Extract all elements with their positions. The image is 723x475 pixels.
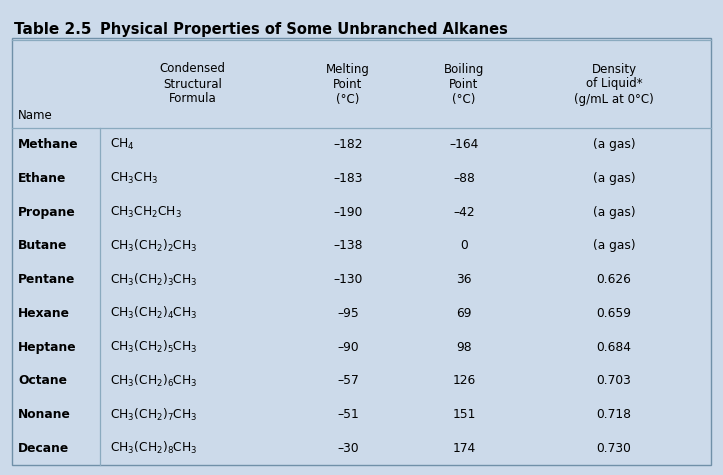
Text: (a gas): (a gas) [593,138,636,152]
Text: –164: –164 [449,138,479,152]
Text: 0.703: 0.703 [596,374,631,387]
Text: 0.730: 0.730 [596,442,631,455]
Text: 36: 36 [456,273,471,286]
Text: Heptane: Heptane [18,341,77,353]
Text: –182: –182 [333,138,363,152]
Text: CH$_3$(CH$_2$)$_2$CH$_3$: CH$_3$(CH$_2$)$_2$CH$_3$ [110,238,197,254]
Text: 174: 174 [453,442,476,455]
Text: Decane: Decane [18,442,69,455]
Text: CH$_3$(CH$_2$)$_5$CH$_3$: CH$_3$(CH$_2$)$_5$CH$_3$ [110,339,197,355]
Text: 0: 0 [460,239,468,252]
Text: Octane: Octane [18,374,67,387]
Text: 98: 98 [456,341,472,353]
Text: CH$_3$(CH$_2$)$_4$CH$_3$: CH$_3$(CH$_2$)$_4$CH$_3$ [110,305,197,322]
Text: 126: 126 [453,374,476,387]
Text: –88: –88 [453,172,475,185]
Text: Physical Properties of Some Unbranched Alkanes: Physical Properties of Some Unbranched A… [100,22,508,37]
Text: Density
of Liquid*
(g/mL at 0°C): Density of Liquid* (g/mL at 0°C) [574,63,654,105]
Text: CH$_3$(CH$_2$)$_7$CH$_3$: CH$_3$(CH$_2$)$_7$CH$_3$ [110,407,197,422]
Text: –57: –57 [337,374,359,387]
Text: –90: –90 [337,341,359,353]
Text: Name: Name [18,109,53,122]
Bar [12,38,711,465]
Text: Nonane: Nonane [18,408,71,421]
Text: Propane: Propane [18,206,76,219]
Text: CH$_3$(CH$_2$)$_3$CH$_3$: CH$_3$(CH$_2$)$_3$CH$_3$ [110,272,197,288]
Text: CH$_3$(CH$_2$)$_8$CH$_3$: CH$_3$(CH$_2$)$_8$CH$_3$ [110,440,197,456]
Text: Butane: Butane [18,239,67,252]
Text: –190: –190 [333,206,363,219]
Text: Condensed
Structural
Formula: Condensed Structural Formula [160,63,226,105]
Text: Pentane: Pentane [18,273,75,286]
Text: –138: –138 [333,239,363,252]
Text: Ethane: Ethane [18,172,67,185]
Text: 0.626: 0.626 [596,273,631,286]
Text: Table 2.5: Table 2.5 [14,22,92,37]
Text: –51: –51 [337,408,359,421]
Text: 69: 69 [456,307,471,320]
Text: 0.684: 0.684 [596,341,631,353]
Text: (a gas): (a gas) [593,172,636,185]
Text: –30: –30 [337,442,359,455]
Text: –183: –183 [333,172,363,185]
Text: 151: 151 [453,408,476,421]
Text: 0.659: 0.659 [596,307,631,320]
Text: Hexane: Hexane [18,307,70,320]
Text: CH$_3$CH$_2$CH$_3$: CH$_3$CH$_2$CH$_3$ [110,205,182,220]
Text: Boiling
Point
(°C): Boiling Point (°C) [444,63,484,105]
Text: –95: –95 [337,307,359,320]
Text: –42: –42 [453,206,475,219]
Text: Methane: Methane [18,138,79,152]
Text: (a gas): (a gas) [593,206,636,219]
Text: 0.718: 0.718 [596,408,631,421]
Text: –130: –130 [333,273,363,286]
Text: CH$_4$: CH$_4$ [110,137,134,152]
Text: CH$_3$(CH$_2$)$_6$CH$_3$: CH$_3$(CH$_2$)$_6$CH$_3$ [110,373,197,389]
Text: CH$_3$CH$_3$: CH$_3$CH$_3$ [110,171,158,186]
Text: (a gas): (a gas) [593,239,636,252]
Text: Melting
Point
(°C): Melting Point (°C) [326,63,370,105]
